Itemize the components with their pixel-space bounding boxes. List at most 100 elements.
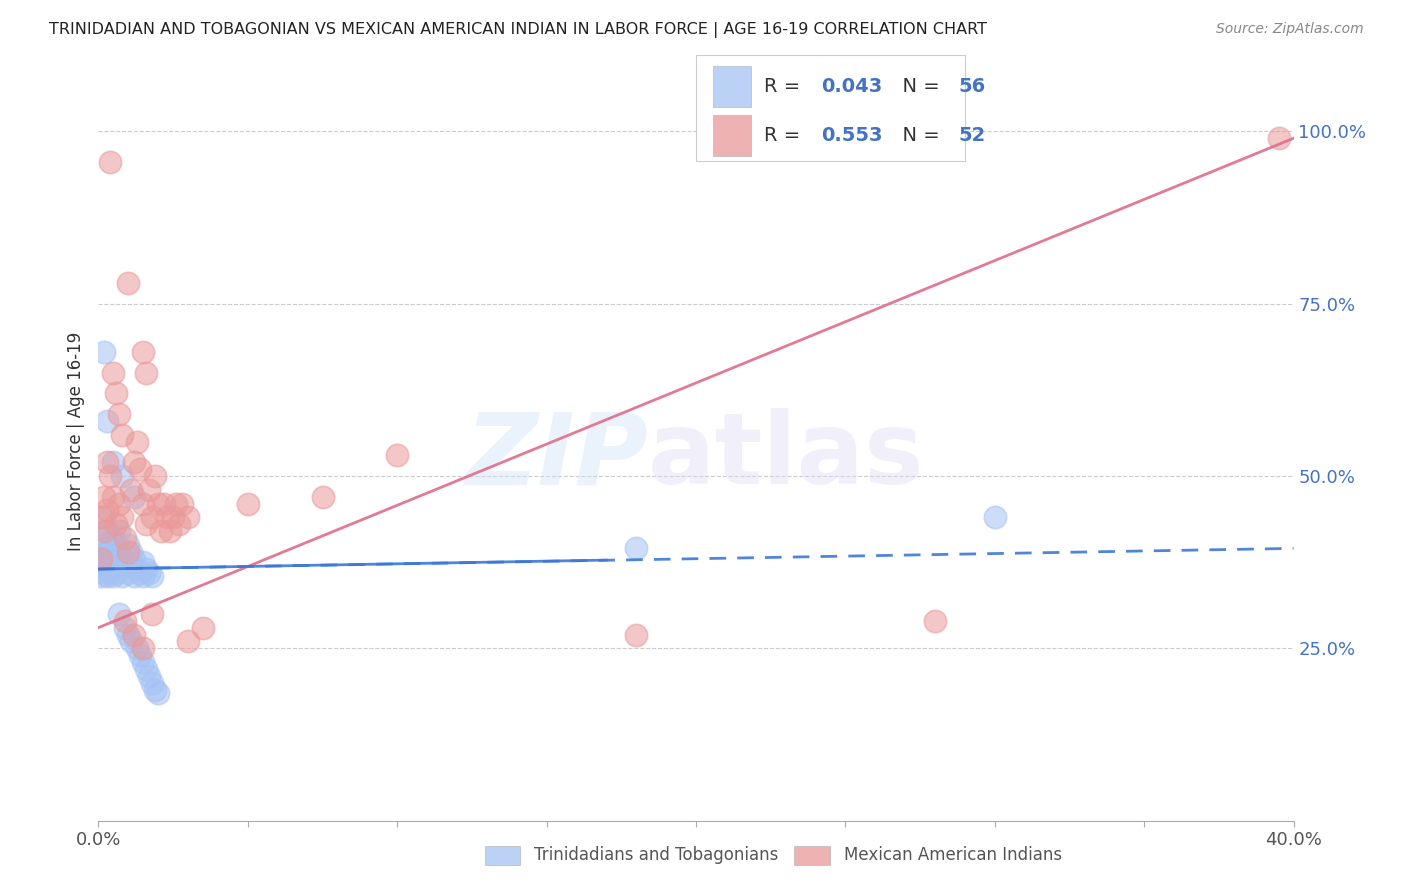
Point [111, 469, 134, 483]
Point [124, 490, 146, 504]
Point [124, 569, 146, 583]
Point [89, 551, 111, 566]
Point [129, 566, 152, 580]
Point [93, 566, 115, 580]
Point [132, 655, 155, 669]
Text: 52: 52 [959, 126, 986, 145]
Point [141, 510, 163, 524]
Point [114, 614, 136, 628]
Text: 56: 56 [959, 77, 986, 95]
Point [98, 541, 122, 556]
Point [127, 641, 149, 656]
Point [117, 566, 139, 580]
Point [129, 648, 152, 663]
Text: Trinidadians and Tobagonians: Trinidadians and Tobagonians [534, 846, 779, 863]
Point [103, 490, 125, 504]
Point [98, 566, 122, 580]
Point [114, 531, 136, 545]
Point [108, 607, 131, 621]
Point [150, 524, 173, 538]
Point [167, 517, 190, 532]
Point [984, 510, 1007, 524]
Text: N =: N = [890, 77, 946, 95]
Point [96, 414, 118, 428]
Point [111, 551, 134, 566]
Point [104, 555, 127, 569]
Point [108, 497, 131, 511]
Point [1267, 131, 1289, 145]
Point [135, 517, 157, 532]
Point [97, 558, 120, 573]
Point [141, 569, 163, 583]
Point [93, 538, 115, 552]
Text: TRINIDADIAN AND TOBAGONIAN VS MEXICAN AMERICAN INDIAN IN LABOR FORCE | AGE 16-19: TRINIDADIAN AND TOBAGONIAN VS MEXICAN AM… [49, 22, 987, 38]
Point [117, 538, 139, 552]
Point [93, 345, 115, 359]
Point [124, 627, 146, 641]
Point [132, 569, 155, 583]
Text: ZIP: ZIP [465, 409, 648, 505]
Point [90, 569, 112, 583]
Point [108, 545, 131, 559]
Point [132, 345, 155, 359]
Point [124, 551, 146, 566]
Point [93, 524, 115, 538]
Text: Mexican American Indians: Mexican American Indians [844, 846, 1062, 863]
Text: 0.553: 0.553 [821, 126, 883, 145]
Text: N =: N = [890, 126, 946, 145]
Point [148, 686, 170, 700]
Point [120, 634, 142, 648]
Point [111, 569, 134, 583]
Point [90, 551, 112, 566]
Text: Source: ZipAtlas.com: Source: ZipAtlas.com [1216, 22, 1364, 37]
Point [117, 276, 139, 290]
Point [124, 455, 146, 469]
Point [117, 545, 139, 559]
Point [114, 621, 136, 635]
Point [132, 641, 155, 656]
Point [96, 551, 118, 566]
Point [236, 497, 259, 511]
Point [141, 675, 163, 690]
Point [165, 497, 187, 511]
Point [626, 541, 648, 556]
FancyBboxPatch shape [696, 55, 965, 161]
Point [159, 524, 181, 538]
Point [103, 455, 125, 469]
Point [141, 607, 163, 621]
Point [311, 490, 333, 504]
Point [135, 662, 157, 676]
Y-axis label: In Labor Force | Age 16-19: In Labor Force | Age 16-19 [66, 332, 84, 551]
Point [103, 366, 125, 380]
Point [98, 155, 122, 169]
Point [138, 566, 160, 580]
Point [129, 462, 152, 476]
Point [90, 531, 112, 545]
Point [143, 682, 166, 697]
Text: R =: R = [763, 77, 807, 95]
Point [120, 545, 142, 559]
Point [111, 427, 134, 442]
Point [111, 510, 134, 524]
Point [385, 448, 409, 462]
Point [93, 490, 115, 504]
Point [153, 497, 176, 511]
Point [191, 621, 214, 635]
FancyBboxPatch shape [713, 115, 751, 156]
Point [177, 510, 200, 524]
Text: 0.043: 0.043 [821, 77, 883, 95]
Point [626, 627, 648, 641]
Point [96, 569, 118, 583]
Point [91, 558, 114, 573]
Point [103, 569, 125, 583]
Point [105, 538, 128, 552]
Point [148, 497, 170, 511]
Point [135, 366, 157, 380]
Point [105, 386, 128, 401]
Point [96, 524, 118, 538]
Point [138, 483, 160, 497]
Text: atlas: atlas [648, 409, 925, 505]
Point [924, 614, 946, 628]
Point [114, 558, 136, 573]
Point [138, 669, 160, 683]
